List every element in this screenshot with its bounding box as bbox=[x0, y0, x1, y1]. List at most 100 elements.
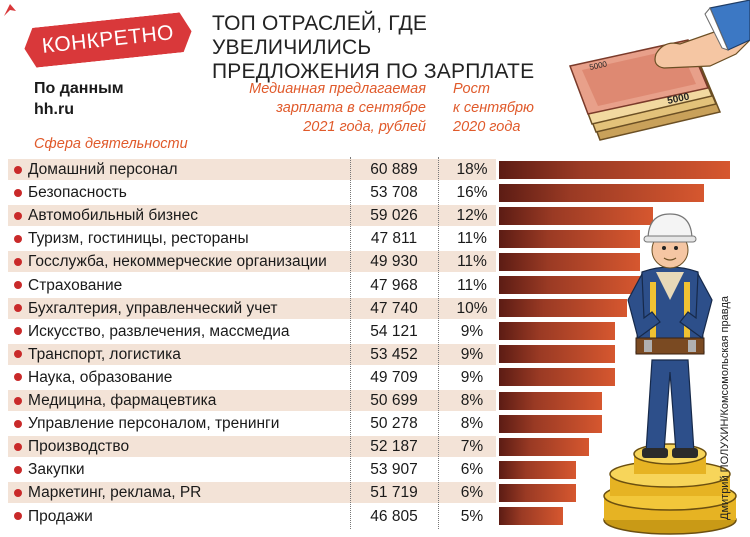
source-note: По данным hh.ru bbox=[34, 78, 164, 120]
table-row bbox=[8, 274, 496, 296]
bullet-dot-icon bbox=[14, 465, 22, 474]
column-divider bbox=[350, 157, 351, 529]
svg-text:5000: 5000 bbox=[666, 91, 690, 106]
table-row bbox=[8, 482, 496, 504]
growth-bar bbox=[499, 206, 653, 225]
row-growth-label: 18% bbox=[456, 161, 488, 178]
row-salary-value: 49 709 bbox=[370, 368, 418, 386]
row-salary-value: 53 452 bbox=[370, 345, 418, 363]
row-salary-value: 47 811 bbox=[370, 230, 418, 248]
bullet-dot-icon bbox=[14, 211, 22, 220]
row-growth-label: 10% bbox=[456, 299, 488, 317]
row-salary-value: 51 719 bbox=[370, 484, 418, 502]
row-sphere-name: Транспорт, логистика bbox=[28, 345, 181, 363]
growth-bar bbox=[499, 252, 641, 271]
row-sphere-name: Автомобильный бизнес bbox=[28, 207, 198, 225]
row-sphere-name: Наука, образование bbox=[28, 368, 173, 386]
growth-bar bbox=[499, 183, 705, 202]
bullet-dot-icon bbox=[14, 396, 22, 405]
konkretno-badge: КОНКРЕТНО bbox=[22, 11, 193, 68]
bullet-dot-icon bbox=[14, 350, 22, 359]
row-sphere-name: Закупки bbox=[28, 461, 85, 479]
table-row bbox=[8, 320, 496, 342]
bullet-dot-icon bbox=[14, 188, 22, 197]
column-header-sphere: Сфера деятельности bbox=[34, 136, 188, 152]
row-salary-value: 46 805 bbox=[370, 507, 418, 525]
table-row bbox=[8, 413, 496, 435]
row-growth-label: 16% bbox=[456, 184, 488, 202]
row-growth-label: 9% bbox=[460, 322, 484, 340]
salary-header-line-3: 2021 года, рублей bbox=[303, 119, 426, 135]
row-growth-label: 6% bbox=[460, 484, 484, 502]
row-salary-value: 50 699 bbox=[370, 392, 418, 409]
table-row bbox=[8, 159, 496, 180]
source-line-2: hh.ru bbox=[34, 101, 74, 118]
row-growth-label: 6% bbox=[460, 461, 484, 479]
row-growth-label: 11% bbox=[457, 230, 487, 248]
row-growth-label: 8% bbox=[460, 415, 484, 433]
table-row bbox=[8, 251, 496, 273]
row-sphere-name: Госслужба, некоммерческие организации bbox=[28, 253, 327, 271]
bullet-dot-icon bbox=[14, 373, 22, 382]
growth-bar bbox=[499, 437, 589, 456]
table-row bbox=[8, 436, 496, 458]
row-sphere-name: Безопасность bbox=[28, 184, 127, 202]
table-row bbox=[8, 343, 496, 365]
row-salary-value: 52 187 bbox=[370, 438, 418, 456]
row-sphere-name: Домашний персонал bbox=[28, 161, 178, 178]
bullet-dot-icon bbox=[14, 512, 22, 520]
row-growth-label: 9% bbox=[460, 368, 484, 386]
bullet-dot-icon bbox=[14, 442, 22, 451]
row-growth-label: 9% bbox=[460, 345, 484, 363]
growth-bar bbox=[499, 229, 641, 248]
photo-credit: Дмитрий ПОЛУХИН/Комсомольская правда bbox=[719, 296, 731, 520]
row-salary-value: 47 968 bbox=[370, 276, 418, 294]
row-sphere-name: Продажи bbox=[28, 507, 93, 525]
growth-bar bbox=[499, 414, 602, 433]
growth-bar bbox=[499, 460, 576, 479]
table-row bbox=[8, 459, 496, 481]
growth-header-line-3: 2020 года bbox=[453, 119, 521, 135]
title-line-2: ПРЕДЛОЖЕНИЯ ПО ЗАРПЛАТЕ bbox=[212, 60, 535, 83]
worker-illustration: 5000 5000 bbox=[568, 0, 750, 535]
bullet-dot-icon bbox=[14, 281, 22, 289]
row-sphere-name: Туризм, гостиницы, рестораны bbox=[28, 230, 249, 248]
growth-bar bbox=[499, 276, 641, 294]
column-header-salary: Медианная предлагаемая зарплата в сентяб… bbox=[214, 80, 426, 137]
row-growth-label: 7% bbox=[460, 438, 484, 456]
growth-bar bbox=[499, 345, 615, 364]
column-divider bbox=[438, 157, 439, 529]
table-row bbox=[8, 390, 496, 411]
row-sphere-name: Бухгалтерия, управленческий учет bbox=[28, 299, 278, 317]
table-row bbox=[8, 366, 496, 388]
row-sphere-name: Управление персоналом, тренинги bbox=[28, 415, 280, 433]
hand-icon bbox=[654, 0, 750, 69]
table-row bbox=[8, 228, 496, 250]
row-sphere-name: Страхование bbox=[28, 276, 123, 294]
row-growth-label: 11% bbox=[457, 253, 487, 271]
bullet-dot-icon bbox=[14, 488, 22, 497]
growth-bar bbox=[499, 507, 564, 525]
growth-bar bbox=[499, 368, 615, 387]
logo-mark-icon bbox=[4, 4, 16, 16]
growth-bar bbox=[499, 391, 602, 410]
bullet-dot-icon bbox=[14, 327, 22, 336]
table-row bbox=[8, 182, 496, 204]
row-salary-value: 59 026 bbox=[370, 207, 418, 225]
worker-figure bbox=[627, 213, 713, 458]
row-sphere-name: Искусство, развлечения, массмедиа bbox=[28, 322, 290, 340]
growth-bar bbox=[499, 160, 730, 179]
row-growth-label: 12% bbox=[456, 207, 488, 225]
row-sphere-name: Производство bbox=[28, 438, 130, 456]
salary-header-line-2: зарплата в сентябре bbox=[276, 100, 426, 116]
row-growth-label: 11% bbox=[457, 276, 487, 294]
growth-bar bbox=[499, 483, 576, 502]
row-salary-value: 47 740 bbox=[370, 299, 418, 317]
row-salary-value: 53 708 bbox=[370, 184, 418, 202]
row-sphere-name: Медицина, фармацевтика bbox=[28, 392, 217, 409]
bullet-dot-icon bbox=[14, 234, 22, 243]
page-title: ТОП ОТРАСЛЕЙ, ГДЕ УВЕЛИЧИЛИСЬ ПРЕДЛОЖЕНИ… bbox=[212, 12, 572, 84]
row-sphere-name: Маркетинг, реклама, PR bbox=[28, 484, 202, 502]
row-growth-label: 8% bbox=[460, 392, 484, 409]
